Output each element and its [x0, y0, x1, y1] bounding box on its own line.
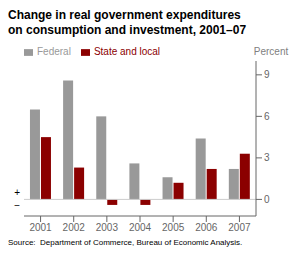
svg-text:2007: 2007: [228, 222, 251, 233]
svg-text:+: +: [14, 187, 20, 198]
svg-text:Percent: Percent: [254, 46, 289, 57]
svg-text:3: 3: [264, 152, 270, 163]
svg-text:2003: 2003: [96, 222, 119, 233]
html-text:Change in real government expe: Change in real government expenditures: [8, 8, 241, 22]
html-text:State and local: State and local: [93, 46, 161, 57]
html-text:Federal: Federal: [37, 46, 71, 57]
svg-text:2002: 2002: [63, 222, 86, 233]
svg-text:2004: 2004: [129, 222, 152, 233]
svg-text:−: −: [14, 200, 20, 211]
html-text:Source: Department of Commerce: Source: Department of Commerce, Bureau o…: [8, 238, 243, 247]
svg-text:2006: 2006: [195, 222, 218, 233]
html-text:on consumption and investment,: on consumption and investment, 2001–07: [8, 23, 247, 37]
svg-text:9: 9: [264, 69, 270, 80]
svg-text:2005: 2005: [162, 222, 185, 233]
svg-text:6: 6: [264, 111, 270, 122]
svg-text:2001: 2001: [29, 222, 52, 233]
svg-text:0: 0: [264, 194, 270, 205]
